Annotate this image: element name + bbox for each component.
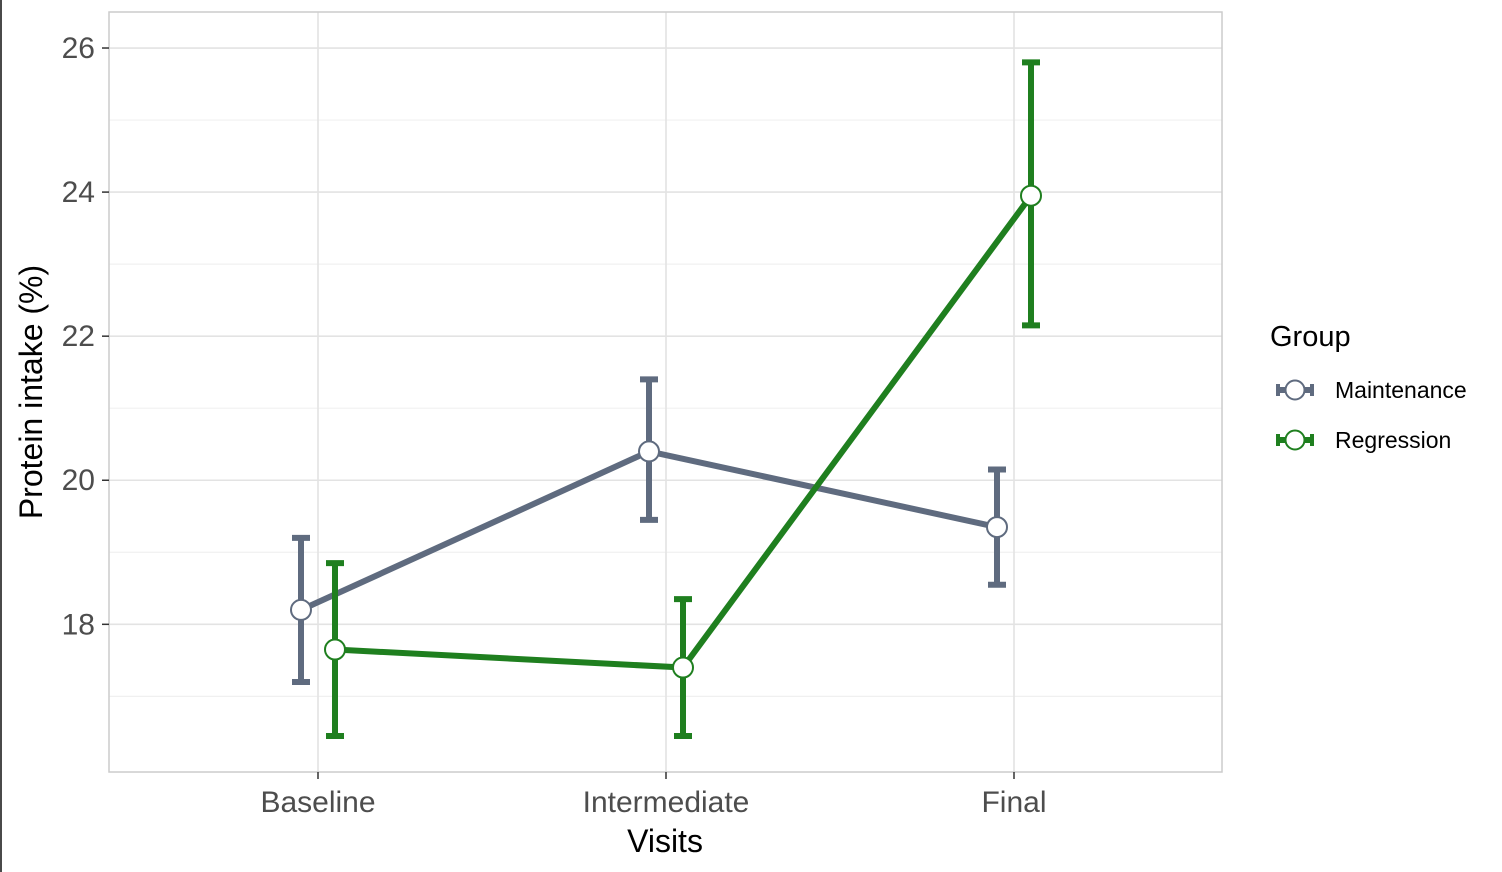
data-point-maintenance bbox=[638, 440, 660, 463]
legend-entry-regression: Regression bbox=[1276, 427, 1451, 453]
legend-key-point bbox=[1284, 379, 1306, 401]
data-point-maintenance bbox=[986, 516, 1008, 539]
y-tick-label: 20 bbox=[62, 464, 95, 497]
legend-label: Maintenance bbox=[1335, 377, 1467, 403]
data-point-regression bbox=[324, 638, 346, 661]
legend-key-cap-left bbox=[1276, 384, 1280, 396]
x-tick-label: Intermediate bbox=[583, 786, 750, 819]
series-regression bbox=[324, 59, 1042, 739]
legend-label: Regression bbox=[1335, 427, 1451, 453]
y-axis-title: Protein intake (%) bbox=[13, 265, 49, 519]
y-axis-ticks: 18 20 22 24 26 bbox=[62, 32, 109, 641]
legend-title: Group bbox=[1270, 321, 1351, 353]
data-point-regression bbox=[672, 656, 694, 679]
series-maintenance bbox=[290, 376, 1008, 685]
data-point-maintenance bbox=[290, 598, 312, 621]
legend-entries: Maintenance Regression bbox=[1276, 377, 1467, 453]
legend-key-cap-right bbox=[1310, 434, 1314, 446]
legend-entry-maintenance: Maintenance bbox=[1276, 377, 1467, 403]
grid-layer bbox=[109, 12, 1222, 772]
y-tick-label: 24 bbox=[62, 176, 95, 209]
x-axis-ticks: Baseline Intermediate Final bbox=[260, 772, 1047, 819]
legend-key-cap-left bbox=[1276, 434, 1280, 446]
x-axis-title: Visits bbox=[627, 823, 703, 859]
legend-key-cap-right bbox=[1310, 384, 1314, 396]
x-tick-label: Baseline bbox=[260, 786, 375, 819]
legend: Group Maintenance Regression bbox=[1270, 321, 1467, 453]
legend-key-point bbox=[1284, 429, 1306, 451]
y-tick-label: 22 bbox=[62, 320, 95, 353]
x-tick-label: Final bbox=[981, 786, 1046, 819]
image-left-edge bbox=[0, 0, 2, 872]
y-tick-label: 26 bbox=[62, 32, 95, 65]
data-point-regression bbox=[1020, 184, 1042, 207]
y-tick-label: 18 bbox=[62, 608, 95, 641]
series-layer bbox=[290, 59, 1042, 739]
